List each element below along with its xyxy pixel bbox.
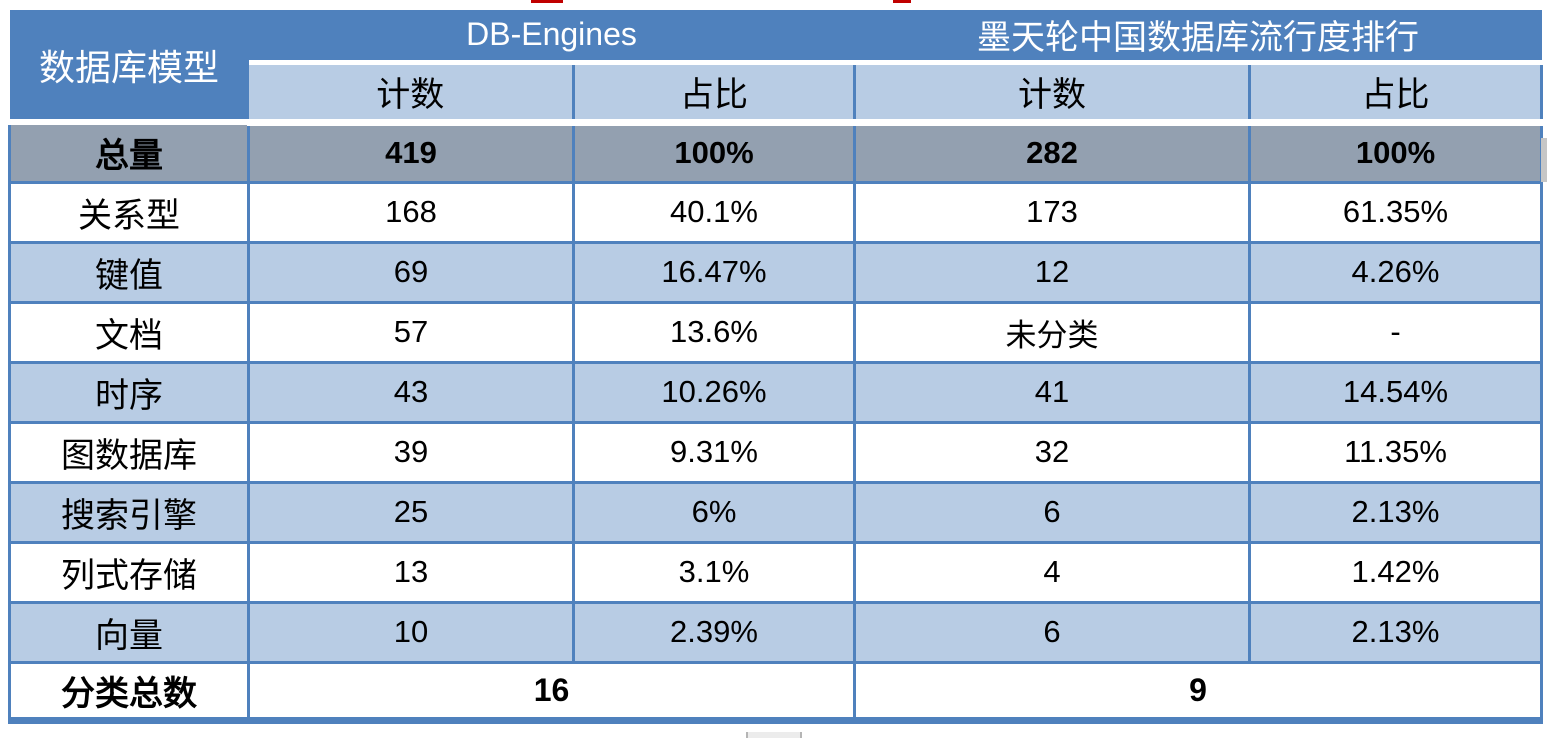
- cell-value: 25: [247, 480, 575, 544]
- cell-value: 40.1%: [572, 180, 856, 244]
- group-header-modb: 墨天轮中国数据库流行度排行: [854, 10, 1542, 65]
- cell-value: 57: [247, 300, 575, 364]
- cell-value: 2.13%: [1248, 480, 1543, 544]
- subheader-count-modb: 计数: [853, 62, 1251, 126]
- subheader-share-modb: 占比: [1248, 62, 1543, 126]
- cell-value: 11.35%: [1248, 420, 1543, 484]
- cell-value: 173: [853, 180, 1251, 244]
- cell-value: 43: [247, 360, 575, 424]
- sub-header-row: 计数 占比 计数 占比: [10, 62, 1543, 126]
- row-label: 列式存储: [8, 540, 250, 604]
- footer-db-engines-total: 16: [247, 660, 856, 724]
- cell-value: 168: [247, 180, 575, 244]
- group-header-row: 数据库模型 DB-Engines 墨天轮中国数据库流行度排行: [9, 10, 1542, 125]
- cell-value: 100%: [1248, 120, 1543, 184]
- cell-value: 39: [247, 420, 575, 484]
- row-label: 向量: [8, 600, 250, 664]
- row-label: 文档: [8, 300, 250, 364]
- cell-value: 282: [853, 120, 1251, 184]
- cell-value: 1.42%: [1248, 540, 1543, 604]
- group-header-db-engines: DB-Engines: [248, 10, 855, 65]
- right-scrollbar-artifact: [1541, 138, 1547, 182]
- table-row-relational: 关系型 168 40.1% 173 61.35%: [8, 180, 1543, 244]
- cell-value: 2.39%: [572, 600, 856, 664]
- row-label: 关系型: [8, 180, 250, 244]
- cell-value: 100%: [572, 120, 856, 184]
- row-label: 时序: [8, 360, 250, 424]
- table-row-time-series: 时序 43 10.26% 41 14.54%: [8, 360, 1543, 424]
- cell-value: -: [1248, 300, 1543, 364]
- cell-value: 6: [853, 600, 1251, 664]
- cell-value: 41: [853, 360, 1251, 424]
- cell-value: 4.26%: [1248, 240, 1543, 304]
- top-red-artifact-left: [531, 0, 563, 3]
- cell-value: 10: [247, 600, 575, 664]
- cell-value: 10.26%: [572, 360, 856, 424]
- table-row-document: 文档 57 13.6% 未分类 -: [8, 300, 1543, 364]
- cell-value: 61.35%: [1248, 180, 1543, 244]
- table-row-search-engine: 搜索引擎 25 6% 6 2.13%: [8, 480, 1543, 544]
- cell-value: 419: [247, 120, 575, 184]
- cell-value: 2.13%: [1248, 600, 1543, 664]
- cell-value: 4: [853, 540, 1251, 604]
- top-red-artifact-right: [893, 0, 911, 3]
- row-label: 搜索引擎: [8, 480, 250, 544]
- cell-value: 13: [247, 540, 575, 604]
- cell-value: 未分类: [853, 300, 1251, 364]
- row-label: 图数据库: [8, 420, 250, 484]
- cell-value: 32: [853, 420, 1251, 484]
- row-label: 键值: [8, 240, 250, 304]
- bottom-scrollbar-artifact: [746, 732, 802, 738]
- table-row-category-totals: 分类总数 16 9: [8, 660, 1543, 724]
- cell-value: 12: [853, 240, 1251, 304]
- cell-value: 3.1%: [572, 540, 856, 604]
- footer-modb-total: 9: [853, 660, 1543, 724]
- cell-value: 16.47%: [572, 240, 856, 304]
- corner-header-cell: 数据库模型: [9, 10, 249, 125]
- cell-value: 13.6%: [572, 300, 856, 364]
- cell-value: 6: [853, 480, 1251, 544]
- footer-label: 分类总数: [8, 660, 250, 724]
- cell-value: 9.31%: [572, 420, 856, 484]
- subheader-share-db: 占比: [572, 62, 856, 126]
- table-row-key-value: 键值 69 16.47% 12 4.26%: [8, 240, 1543, 304]
- table-row-vector: 向量 10 2.39% 6 2.13%: [8, 600, 1543, 664]
- table-row-graph: 图数据库 39 9.31% 32 11.35%: [8, 420, 1543, 484]
- subheader-count-db: 计数: [248, 62, 575, 126]
- table-row-columnar: 列式存储 13 3.1% 4 1.42%: [8, 540, 1543, 604]
- cell-value: 6%: [572, 480, 856, 544]
- row-label: 总量: [8, 120, 250, 184]
- cell-value: 69: [247, 240, 575, 304]
- database-model-comparison-table: 数据库模型 DB-Engines 墨天轮中国数据库流行度排行 计数 占比 计数 …: [8, 10, 1543, 724]
- cell-value: 14.54%: [1248, 360, 1543, 424]
- table-row-total: 总量 419 100% 282 100%: [8, 120, 1543, 184]
